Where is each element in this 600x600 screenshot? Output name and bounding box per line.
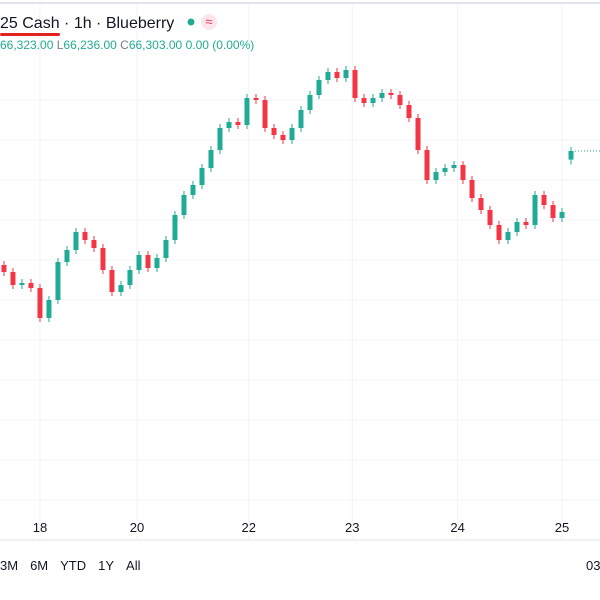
candle-body — [64, 250, 70, 262]
time-label: 03 — [586, 558, 600, 573]
candle-body — [109, 270, 115, 292]
candle-body — [289, 128, 295, 140]
x-tick-label: 24 — [450, 520, 464, 535]
candle-body — [442, 168, 448, 172]
candle-body — [46, 300, 52, 318]
candle-body — [541, 195, 547, 205]
candle-body — [145, 255, 151, 268]
h-grid — [0, 99, 600, 501]
range-button[interactable]: 6M — [30, 558, 49, 573]
close-value: 66,303.00 — [128, 38, 183, 52]
candle-body — [37, 288, 43, 318]
candle-body — [226, 122, 232, 128]
candle-body — [496, 225, 502, 240]
symbol-title[interactable]: 25 Cash · 1h · Blueberry — [0, 15, 175, 32]
candle-body — [487, 210, 493, 225]
candles — [1, 66, 600, 322]
candle-body — [451, 165, 457, 168]
change-value: 0.00 (0.00%) — [185, 38, 255, 52]
x-tick-label: 23 — [345, 520, 359, 535]
candle-body — [505, 232, 511, 240]
candle-body — [307, 95, 313, 110]
candle-body — [388, 93, 394, 95]
candle-body — [154, 258, 160, 268]
x-tick-label: 18 — [33, 520, 47, 535]
low-label: L — [56, 38, 64, 52]
candle-body — [568, 151, 574, 160]
candle-body — [73, 232, 79, 250]
candle-body — [208, 150, 214, 168]
candle-body — [316, 80, 322, 95]
candle-body — [82, 232, 88, 240]
candle-body — [163, 240, 169, 258]
svg-text:≈: ≈ — [205, 14, 212, 29]
range-toolbar: 3M 6M YTD 1Y All — [0, 558, 152, 573]
candle-body — [91, 240, 97, 248]
candle-body — [217, 128, 223, 150]
candle-body — [370, 98, 376, 103]
candle-body — [379, 93, 385, 98]
candle-body — [460, 165, 466, 180]
candle-body — [514, 222, 520, 232]
candle-body — [343, 70, 349, 78]
candle-body — [55, 262, 61, 300]
candle-body — [190, 185, 196, 195]
candle-body — [424, 150, 430, 180]
candle-body — [100, 248, 106, 270]
candle-body — [253, 98, 259, 100]
high-value: 66,323.00 — [0, 38, 54, 52]
candle-body — [298, 110, 304, 128]
status-icons: ≈ — [187, 14, 217, 30]
ohlc-legend: 66,323.00 L66,236.00 C66,303.00 0.00 (0.… — [0, 38, 254, 52]
candle-body — [235, 122, 241, 125]
range-button[interactable]: 3M — [0, 558, 19, 573]
candle-body — [397, 95, 403, 105]
candle-body — [19, 283, 25, 285]
candle-body — [199, 168, 205, 185]
candle-body — [334, 72, 340, 78]
candle-body — [262, 100, 268, 128]
candle-body — [523, 222, 529, 225]
candle-body — [361, 98, 367, 103]
candle-body — [10, 272, 16, 285]
candle-body — [415, 118, 421, 150]
candle-body — [352, 70, 358, 98]
candle-body — [559, 212, 565, 218]
candle-body — [271, 128, 277, 135]
close-label: C — [120, 38, 129, 52]
candle-body — [550, 205, 556, 218]
candle-body — [127, 270, 133, 285]
x-tick-label: 25 — [555, 520, 569, 535]
range-button[interactable]: All — [126, 558, 141, 573]
range-button[interactable]: 1Y — [98, 558, 115, 573]
candle-body — [181, 195, 187, 215]
candle-body — [28, 283, 34, 288]
candle-body — [469, 180, 475, 198]
x-tick-label: 22 — [242, 520, 256, 535]
underline — [0, 33, 60, 36]
candle-body — [325, 72, 331, 80]
candle-body — [172, 215, 178, 240]
candle-body — [433, 172, 439, 180]
candle-body — [280, 135, 286, 140]
x-axis: 18 20 22 23 24 25 — [33, 520, 570, 535]
candle-body — [478, 198, 484, 210]
x-tick-label: 20 — [130, 520, 144, 535]
candle-body — [136, 255, 142, 270]
symbol-header: 25 Cash · 1h · Blueberry ≈ — [0, 12, 219, 33]
candle-body — [244, 98, 250, 125]
range-button[interactable]: YTD — [60, 558, 87, 573]
candle-body — [532, 195, 538, 225]
candle-body — [118, 285, 124, 292]
candle-body — [406, 105, 412, 118]
candle-body — [1, 265, 7, 272]
low-value: 66,236.00 — [63, 38, 117, 52]
